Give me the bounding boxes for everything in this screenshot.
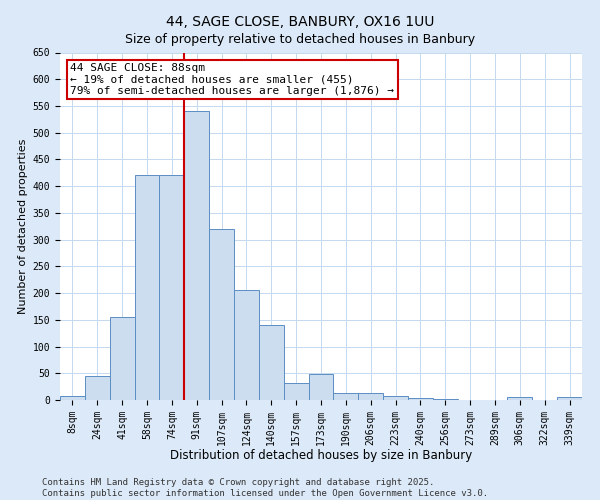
- Bar: [383, 396, 408, 400]
- Bar: [209, 229, 234, 400]
- Text: 44 SAGE CLOSE: 88sqm
← 19% of detached houses are smaller (455)
79% of semi-deta: 44 SAGE CLOSE: 88sqm ← 19% of detached h…: [70, 63, 394, 96]
- Bar: [160, 176, 184, 400]
- Bar: [234, 290, 259, 400]
- Bar: [60, 396, 85, 400]
- Bar: [134, 176, 160, 400]
- Text: 44, SAGE CLOSE, BANBURY, OX16 1UU: 44, SAGE CLOSE, BANBURY, OX16 1UU: [166, 15, 434, 29]
- Bar: [508, 398, 532, 400]
- Text: Size of property relative to detached houses in Banbury: Size of property relative to detached ho…: [125, 32, 475, 46]
- Bar: [308, 374, 334, 400]
- Bar: [184, 112, 209, 400]
- Bar: [110, 317, 134, 400]
- Bar: [85, 376, 110, 400]
- Bar: [557, 397, 582, 400]
- Text: Contains HM Land Registry data © Crown copyright and database right 2025.
Contai: Contains HM Land Registry data © Crown c…: [42, 478, 488, 498]
- Bar: [408, 398, 433, 400]
- Y-axis label: Number of detached properties: Number of detached properties: [19, 138, 28, 314]
- Bar: [334, 392, 358, 400]
- Bar: [358, 393, 383, 400]
- Bar: [284, 383, 308, 400]
- Bar: [259, 325, 284, 400]
- X-axis label: Distribution of detached houses by size in Banbury: Distribution of detached houses by size …: [170, 449, 472, 462]
